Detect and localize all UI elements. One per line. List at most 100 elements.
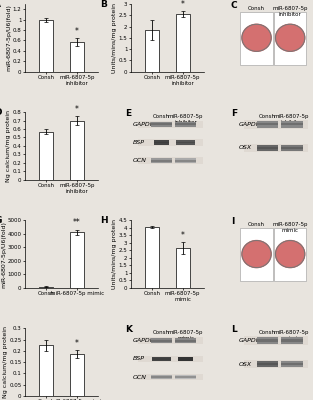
Bar — [281, 147, 303, 149]
Bar — [39, 345, 53, 396]
Bar — [257, 337, 279, 344]
Text: *: * — [181, 231, 185, 240]
Bar — [281, 337, 303, 344]
Bar — [70, 120, 84, 180]
Text: miR-6807-5p
inhibitor: miR-6807-5p inhibitor — [272, 6, 308, 17]
Text: OCN: OCN — [132, 374, 146, 380]
Text: Consh: Consh — [248, 6, 265, 11]
Circle shape — [243, 241, 270, 267]
Text: C: C — [231, 1, 238, 10]
Y-axis label: miR-6807-5p/U6(fold): miR-6807-5p/U6(fold) — [7, 4, 12, 71]
Bar — [281, 145, 303, 151]
Text: Consh: Consh — [153, 330, 170, 336]
Bar — [178, 358, 193, 360]
Bar — [146, 30, 159, 72]
Bar — [257, 363, 279, 365]
Text: *: * — [75, 105, 79, 114]
FancyBboxPatch shape — [274, 12, 306, 65]
Bar — [178, 357, 193, 361]
Bar — [176, 376, 196, 378]
Text: miR-6807-5p
mimic: miR-6807-5p mimic — [168, 330, 203, 341]
FancyBboxPatch shape — [240, 228, 273, 281]
Text: A: A — [0, 0, 1, 9]
Bar — [70, 42, 84, 72]
Bar — [151, 376, 172, 378]
Bar — [257, 121, 279, 128]
Bar — [152, 358, 171, 360]
Bar — [151, 340, 172, 342]
Bar — [176, 122, 196, 127]
Text: GAPDH: GAPDH — [238, 122, 261, 127]
Bar — [244, 336, 308, 345]
Bar — [176, 375, 196, 379]
Text: Consh: Consh — [259, 114, 276, 119]
Bar — [244, 360, 308, 368]
Text: OSX: OSX — [238, 146, 251, 150]
Text: miR-6807-5p
inhibitor: miR-6807-5p inhibitor — [274, 114, 309, 125]
Bar — [244, 120, 308, 129]
Y-axis label: Units/mins/mg protein: Units/mins/mg protein — [112, 3, 117, 73]
Bar — [257, 339, 279, 342]
Y-axis label: Ng calcium/mg protein: Ng calcium/mg protein — [3, 326, 8, 398]
Bar — [152, 357, 171, 361]
Text: BSP: BSP — [132, 356, 144, 361]
Text: L: L — [231, 325, 237, 334]
Bar — [281, 123, 303, 126]
FancyBboxPatch shape — [240, 12, 273, 65]
Bar — [257, 147, 279, 149]
Bar — [154, 142, 169, 143]
Bar — [138, 120, 203, 128]
Bar — [281, 339, 303, 342]
Circle shape — [275, 24, 305, 51]
Text: Consh: Consh — [259, 330, 276, 336]
Bar — [176, 140, 195, 145]
Text: K: K — [125, 325, 132, 334]
Text: E: E — [125, 109, 131, 118]
Text: GAPDH: GAPDH — [132, 122, 155, 127]
Text: I: I — [231, 217, 234, 226]
Text: H: H — [100, 216, 108, 225]
Bar — [151, 160, 172, 162]
Bar — [176, 14, 189, 72]
Bar — [138, 356, 203, 362]
Text: D: D — [0, 108, 2, 117]
Text: G: G — [0, 216, 2, 225]
Circle shape — [242, 240, 271, 268]
Bar — [257, 361, 279, 367]
Text: *: * — [75, 27, 79, 36]
Circle shape — [275, 240, 305, 268]
Text: *: * — [181, 0, 185, 9]
Bar — [154, 140, 169, 145]
Bar — [151, 375, 172, 379]
Bar — [151, 338, 172, 343]
Bar — [39, 20, 53, 72]
Bar — [39, 132, 53, 180]
Bar — [70, 232, 84, 288]
Text: OSX: OSX — [238, 362, 251, 367]
Text: miR-6807-5p
mimic: miR-6807-5p mimic — [272, 222, 308, 233]
Text: GAPDH: GAPDH — [238, 338, 261, 343]
Text: *: * — [75, 338, 79, 348]
Bar — [39, 287, 53, 288]
Text: Consh: Consh — [153, 114, 170, 119]
Bar — [70, 354, 84, 396]
Circle shape — [276, 241, 304, 267]
Y-axis label: miR-6807-5p/U6(fold): miR-6807-5p/U6(fold) — [1, 221, 6, 288]
Text: OCN: OCN — [132, 158, 146, 163]
Bar — [281, 361, 303, 367]
Bar — [176, 158, 196, 163]
Bar — [281, 121, 303, 128]
Circle shape — [242, 24, 271, 51]
Bar — [176, 338, 196, 343]
Bar — [244, 144, 308, 152]
Text: **: ** — [73, 218, 81, 227]
Text: GAPDH: GAPDH — [132, 338, 155, 343]
Text: Consh: Consh — [248, 222, 265, 227]
FancyBboxPatch shape — [274, 228, 306, 281]
Bar — [176, 248, 189, 288]
Bar — [151, 122, 172, 127]
Bar — [151, 158, 172, 163]
Bar — [257, 145, 279, 151]
Bar — [146, 227, 159, 288]
Bar — [138, 158, 203, 164]
